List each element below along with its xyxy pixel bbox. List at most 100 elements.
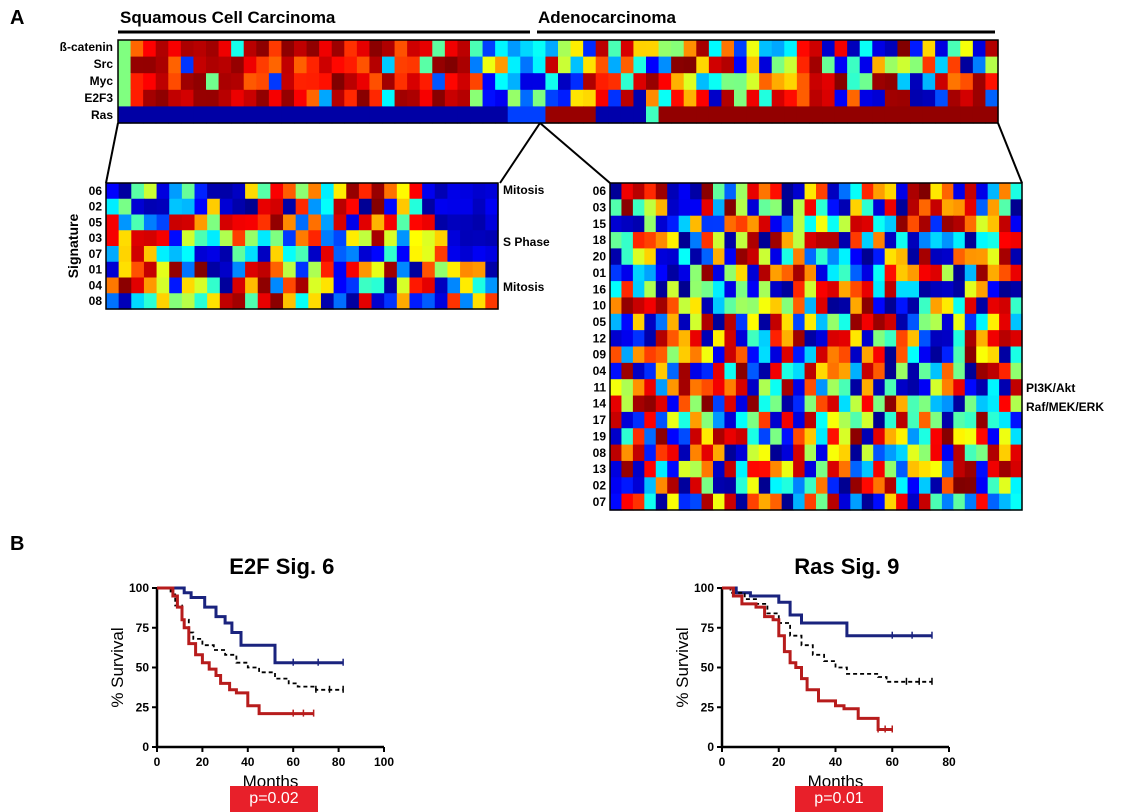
- adeno-signature-heatmap-cell: [632, 411, 645, 429]
- squamous-signature-heatmap-cell: [320, 277, 335, 294]
- adeno-signature-heatmap-cell: [793, 248, 806, 266]
- adeno-signature-heatmap-cell: [999, 395, 1012, 413]
- left-signature-label-03: 03: [89, 231, 103, 245]
- adeno-signature-heatmap-cell: [724, 379, 737, 397]
- pathway-heatmap-cell: [495, 56, 509, 74]
- pathway-heatmap-cell: [180, 73, 195, 91]
- heatmap-pathways-row-labels: ß-catenin Src Myc E2F3 Ras: [60, 40, 114, 122]
- adeno-signature-heatmap-cell: [941, 460, 954, 478]
- adeno-signature-heatmap-cell: [953, 379, 966, 397]
- pathway-heatmap-cell: [759, 89, 773, 107]
- adeno-signature-heatmap-cell: [953, 460, 966, 478]
- squamous-signature-heatmap-cell: [143, 183, 158, 200]
- squamous-signature-heatmap-cell: [270, 293, 284, 310]
- adeno-signature-heatmap-cell: [850, 313, 863, 331]
- adeno-signature-heatmap-cell: [873, 313, 886, 331]
- squamous-signature-heatmap-cell: [131, 198, 145, 216]
- adeno-signature-heatmap-cell: [793, 362, 806, 380]
- adeno-signature-heatmap-cell: [781, 183, 794, 200]
- pathway-heatmap-cell: [671, 40, 685, 58]
- pathway-heatmap-cell: [658, 56, 672, 74]
- adeno-signature-heatmap-cell: [770, 330, 783, 348]
- survival-curve-0: [722, 586, 932, 638]
- squamous-signature-heatmap-cell: [346, 214, 360, 231]
- adeno-signature-heatmap-cell: [1010, 281, 1023, 299]
- squamous-signature-heatmap-cell: [409, 230, 423, 247]
- pathway-heatmap-cell: [369, 73, 383, 91]
- adeno-signature-heatmap-cell: [873, 379, 886, 397]
- adeno-signature-heatmap-cell: [667, 248, 680, 266]
- adeno-signature-heatmap-cell: [644, 477, 657, 495]
- adeno-signature-heatmap-cell: [816, 248, 829, 266]
- adeno-signature-heatmap-cell: [873, 346, 886, 364]
- adeno-signature-heatmap-cell: [690, 460, 703, 478]
- adeno-signature-heatmap-cell: [838, 346, 851, 364]
- adeno-signature-heatmap-cell: [747, 362, 760, 380]
- pathway-heatmap-cell: [419, 89, 433, 107]
- squamous-signature-heatmap-cell: [156, 230, 170, 247]
- adeno-signature-heatmap-cell: [873, 477, 886, 495]
- adeno-signature-heatmap-cell: [987, 215, 1000, 233]
- adeno-signature-heatmap-cell: [816, 411, 829, 429]
- adeno-signature-heatmap-cell: [896, 428, 909, 446]
- pathway-heatmap-cell: [155, 56, 169, 74]
- plot-title: E2F Sig. 6: [229, 554, 334, 579]
- pathway-heatmap-cell: [633, 56, 647, 74]
- squamous-signature-heatmap-cell: [308, 198, 322, 216]
- adeno-signature-heatmap-cell: [907, 346, 920, 364]
- squamous-signature-heatmap-cell: [207, 230, 221, 247]
- pathway-heatmap-cell: [620, 106, 635, 124]
- adeno-signature-heatmap-cell: [941, 297, 954, 315]
- adeno-signature-heatmap-cell: [713, 379, 726, 397]
- squamous-signature-heatmap-cell: [156, 277, 170, 294]
- adeno-signature-heatmap-cell: [976, 444, 989, 462]
- squamous-signature-heatmap-cell: [422, 246, 436, 263]
- adeno-signature-heatmap-cell: [781, 346, 794, 364]
- squamous-signature-heatmap-cell: [371, 246, 385, 263]
- pathway-heatmap-cell: [281, 40, 295, 58]
- adeno-signature-heatmap-cell: [621, 199, 634, 217]
- adeno-signature-heatmap-cell: [655, 411, 668, 429]
- adeno-signature-heatmap-cell: [621, 460, 634, 478]
- adeno-signature-heatmap-cell: [827, 493, 840, 511]
- adeno-signature-heatmap-cell: [930, 297, 943, 315]
- adeno-signature-heatmap-cell: [907, 477, 920, 495]
- pathway-heatmap-cell: [470, 106, 484, 124]
- pathway-heatmap-cell: [545, 40, 559, 58]
- adeno-signature-heatmap-cell: [976, 395, 989, 413]
- adeno-signature-heatmap-cell: [644, 313, 657, 331]
- adeno-signature-heatmap-cell: [896, 248, 909, 266]
- pathway-heatmap-cell: [658, 89, 672, 107]
- adeno-signature-heatmap-cell: [781, 362, 794, 380]
- adeno-signature-heatmap-cell: [770, 281, 783, 299]
- adeno-signature-heatmap-cell: [953, 313, 966, 331]
- pathway-heatmap-cell: [419, 56, 433, 74]
- squamous-signature-heatmap-cell: [207, 183, 221, 200]
- pathway-heatmap-cell: [734, 40, 748, 58]
- adeno-signature-heatmap-cell: [735, 428, 748, 446]
- adeno-signature-heatmap-cell: [873, 281, 886, 299]
- adeno-signature-heatmap-cell: [770, 493, 783, 511]
- adeno-signature-heatmap-cell: [724, 493, 737, 511]
- squamous-signature-heatmap-cell: [447, 246, 461, 263]
- pathway-heatmap-cell: [583, 106, 597, 124]
- pathway-heatmap-cell: [897, 89, 911, 107]
- adeno-signature-heatmap-cell: [930, 199, 943, 217]
- adeno-signature-heatmap-cell: [655, 248, 668, 266]
- adeno-signature-heatmap-cell: [644, 215, 657, 233]
- adeno-signature-heatmap-cell: [884, 395, 897, 413]
- adeno-signature-heatmap-cell: [701, 183, 714, 200]
- adeno-signature-heatmap-cell: [735, 248, 748, 266]
- pathway-heatmap-cell: [256, 56, 270, 74]
- adeno-signature-heatmap-cell: [747, 297, 760, 315]
- adeno-signature-heatmap-cell: [976, 232, 989, 249]
- squamous-signature-heatmap-cell: [396, 214, 411, 231]
- left-signature-label-05: 05: [89, 215, 103, 229]
- adeno-signature-heatmap-cell: [976, 346, 989, 364]
- squamous-signature-heatmap-cell: [194, 261, 208, 279]
- pathway-heatmap-cell: [646, 40, 660, 58]
- pathway-heatmap-cell: [168, 73, 182, 91]
- adeno-signature-heatmap-cell: [987, 428, 1000, 446]
